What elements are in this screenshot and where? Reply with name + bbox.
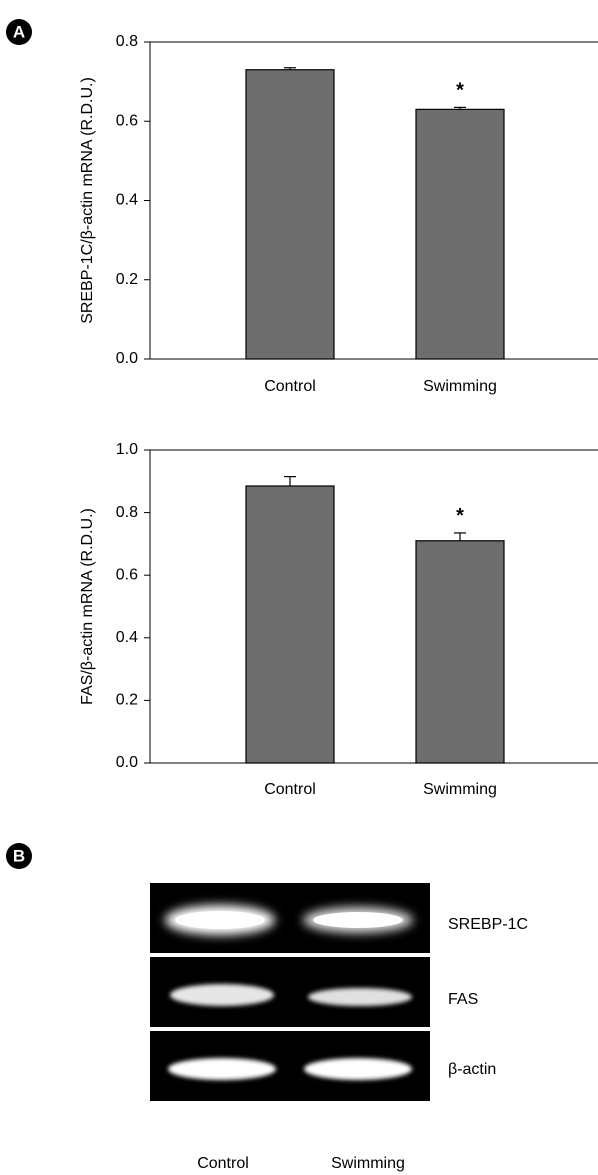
bar bbox=[416, 541, 504, 763]
lane-label: Swimming bbox=[331, 1155, 405, 1172]
y-tick-label: 0.6 bbox=[116, 112, 138, 129]
bar bbox=[246, 486, 334, 763]
y-tick-label: 0.2 bbox=[116, 692, 138, 709]
lane-label: Control bbox=[197, 1155, 249, 1172]
x-tick-label: Swimming bbox=[423, 781, 497, 798]
y-tick-label: 0.2 bbox=[116, 271, 138, 288]
y-tick-label: 0.8 bbox=[116, 504, 138, 521]
x-tick-label: Swimming bbox=[423, 378, 497, 395]
y-tick-label: 0.0 bbox=[116, 754, 138, 771]
gel bbox=[150, 883, 430, 1101]
y-tick-label: 0.4 bbox=[116, 192, 138, 209]
bar bbox=[416, 109, 504, 359]
y-tick-label: 0.0 bbox=[116, 350, 138, 367]
y-axis-label: SREBP-1C/β-actin mRNA (R.D.U.) bbox=[79, 77, 96, 324]
band-label: SREBP-1C bbox=[448, 916, 528, 933]
x-tick-label: Control bbox=[264, 781, 316, 798]
y-tick-label: 0.4 bbox=[116, 629, 138, 646]
panel-label: B bbox=[13, 846, 25, 865]
band-label: β-actin bbox=[448, 1061, 496, 1078]
significance-marker: * bbox=[456, 505, 464, 527]
x-tick-label: Control bbox=[264, 378, 316, 395]
figure: A B SREBP-1C FAS β-actin Control Swimmin… bbox=[0, 0, 598, 1175]
y-tick-label: 0.6 bbox=[116, 566, 138, 583]
y-axis-label: FAS/β-actin mRNA (R.D.U.) bbox=[79, 508, 96, 705]
band-label: FAS bbox=[448, 991, 478, 1008]
y-tick-label: 0.8 bbox=[116, 33, 138, 50]
significance-marker: * bbox=[456, 80, 464, 102]
y-tick-label: 1.0 bbox=[116, 441, 138, 458]
panel-label: A bbox=[13, 22, 25, 41]
bar bbox=[246, 70, 334, 359]
